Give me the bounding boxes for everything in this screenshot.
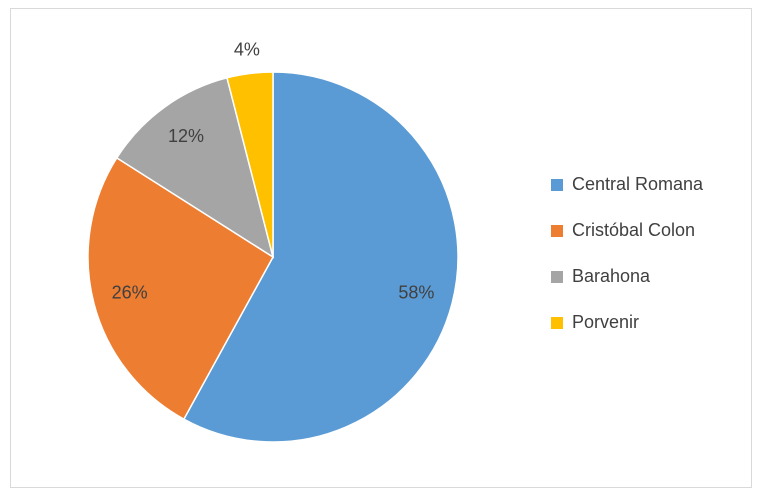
pie-slice [182,71,459,443]
legend-swatch [551,317,563,329]
pie-slice [87,156,274,421]
data-label: 26% [112,283,148,303]
legend-swatch [551,179,563,191]
legend-label: Cristóbal Colon [572,220,695,240]
legend-label: Central Romana [572,174,704,194]
legend-swatch [551,271,563,283]
legend-label: Barahona [572,266,651,286]
legend-label: Porvenir [572,312,639,332]
data-label: 4% [234,39,260,59]
pie-slice [115,76,275,259]
legend-swatch [551,225,563,237]
data-label: 12% [168,126,204,146]
pie-slice [226,71,274,258]
data-label: 58% [398,283,434,303]
